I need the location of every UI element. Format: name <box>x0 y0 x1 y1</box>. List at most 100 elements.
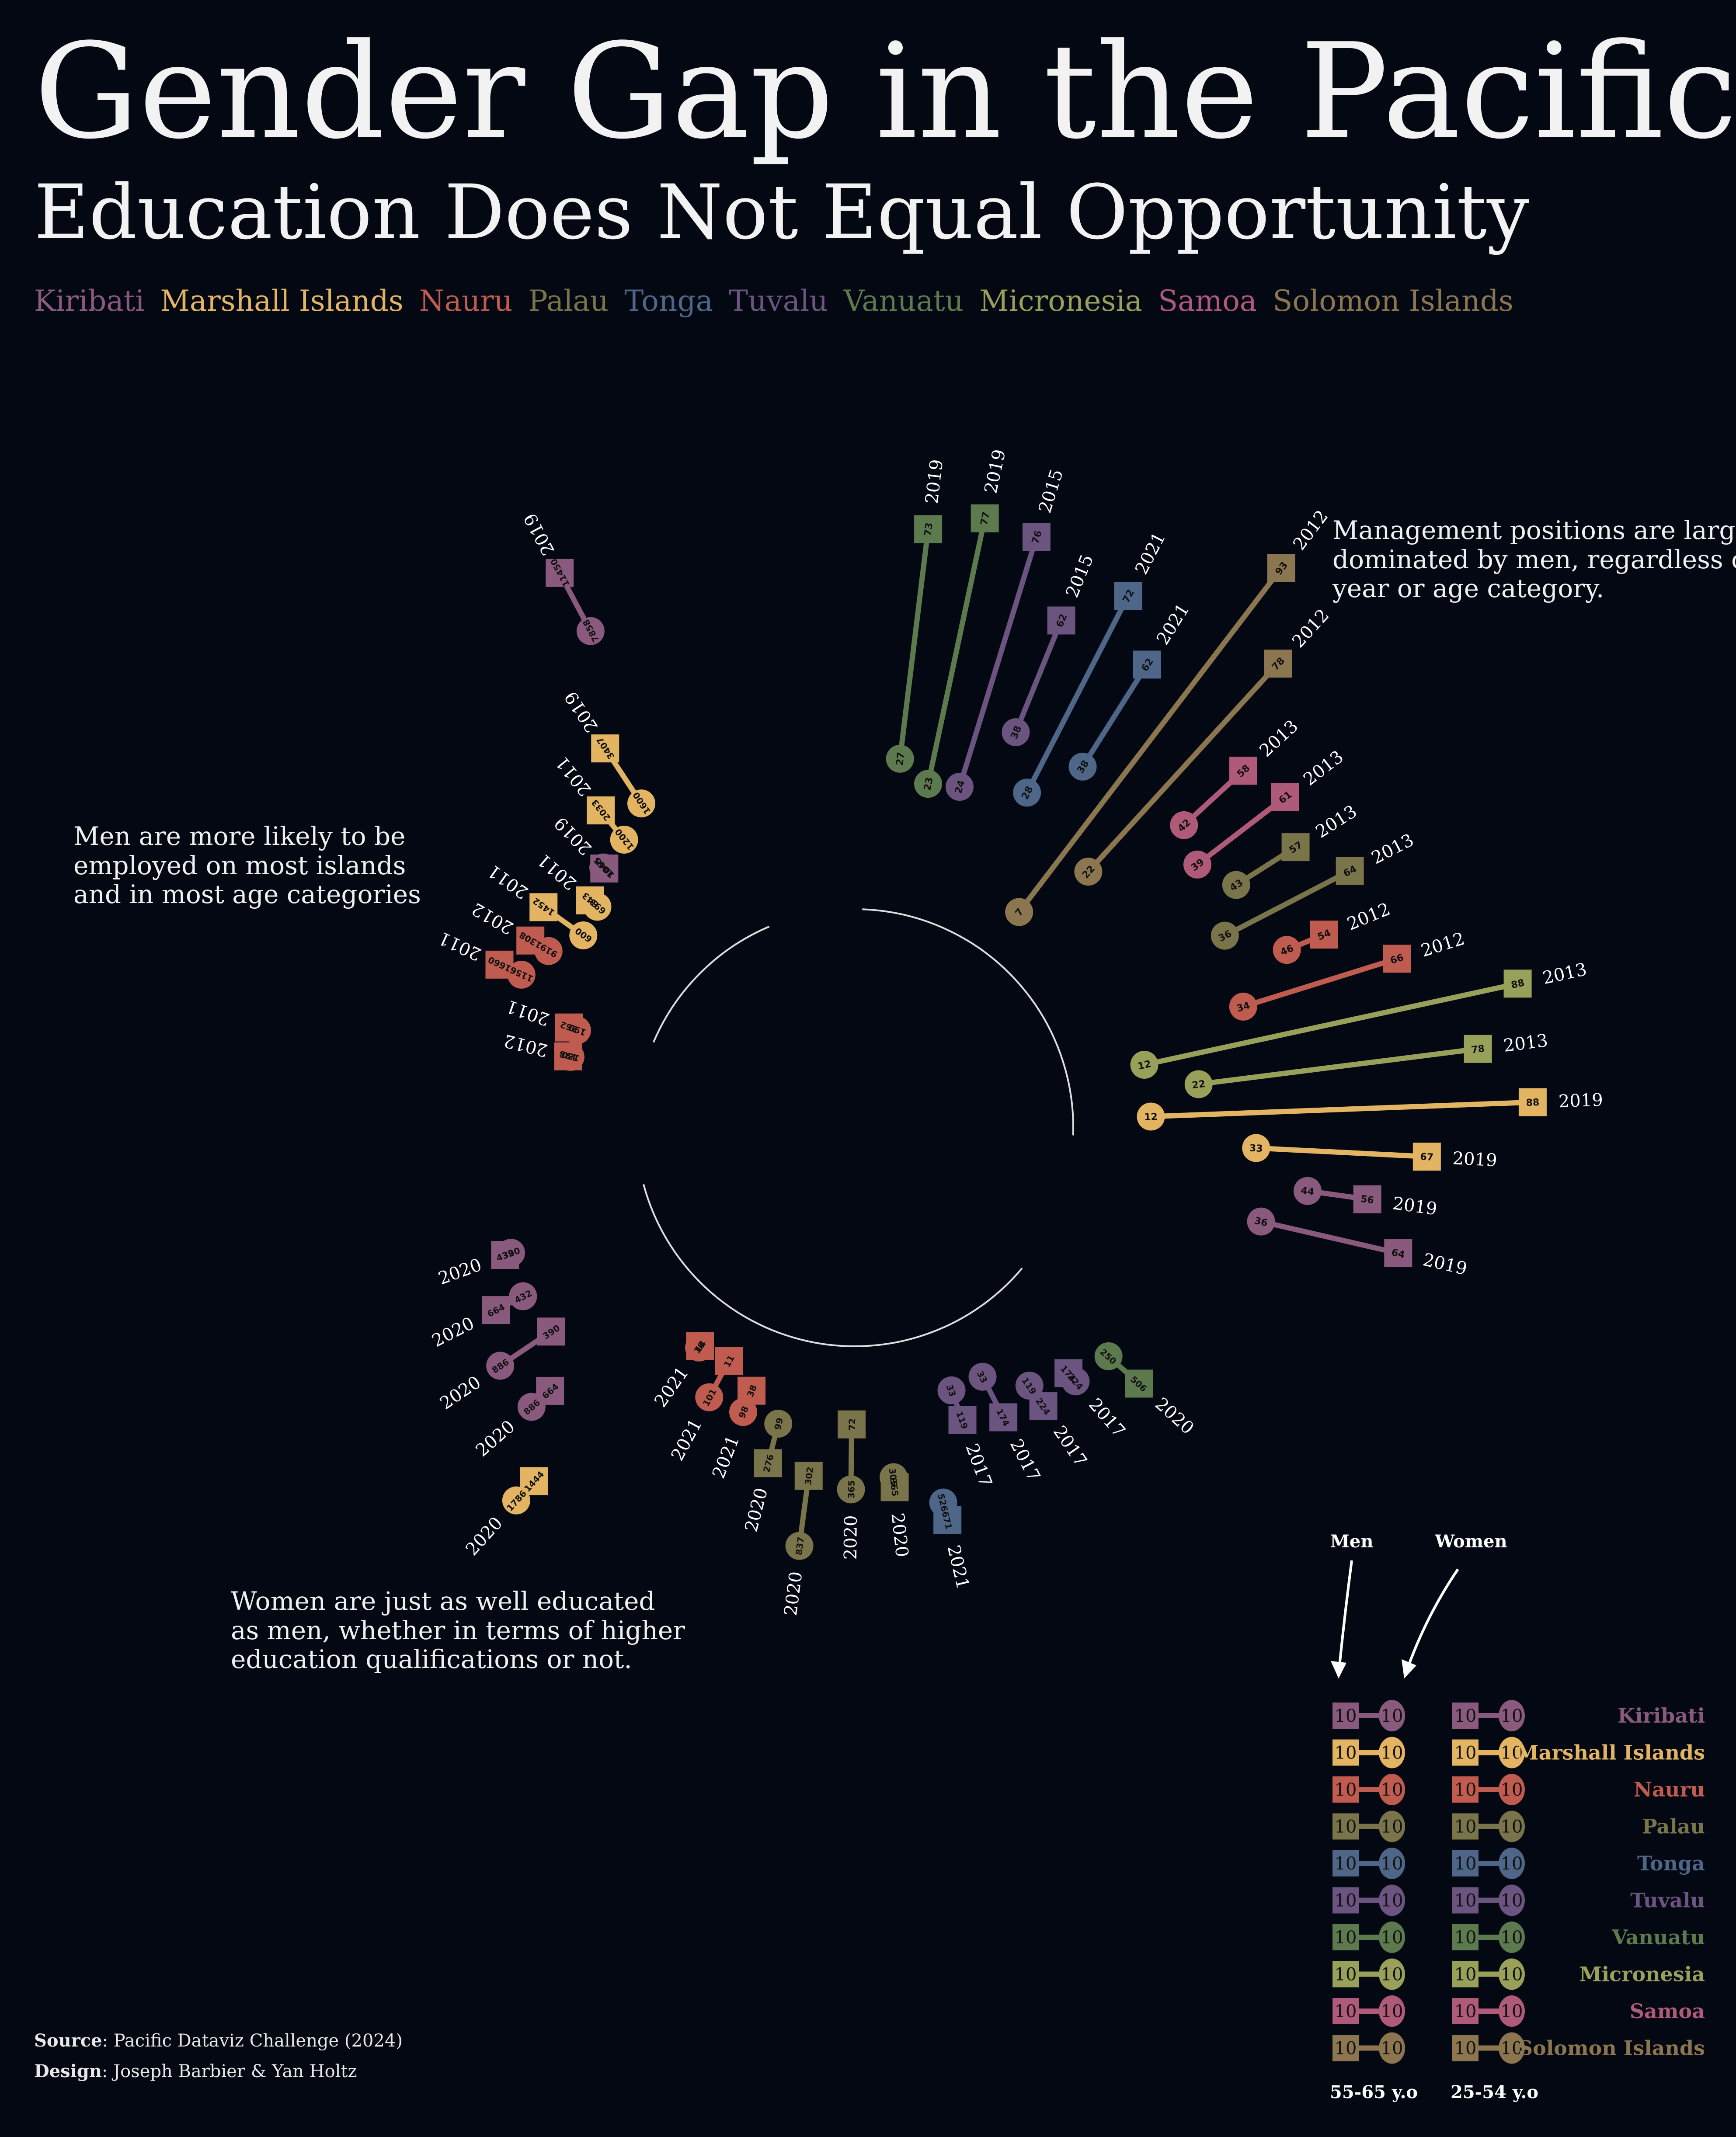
key-value: 10 <box>1454 1780 1477 1800</box>
men-square <box>1336 857 1364 885</box>
year-label: 2013 <box>1312 801 1361 842</box>
year-label: 2012 <box>1419 928 1467 961</box>
key-row-marshall-islands-2: 10 10 <box>1452 1737 1525 1769</box>
key-row-solomon-islands-2: 10 10 <box>1452 2032 1525 2064</box>
women-circle <box>563 1016 591 1045</box>
year-label: 2012 <box>1289 507 1332 554</box>
key-men-square <box>1332 1998 1359 2024</box>
women-circle <box>880 1463 908 1491</box>
key-men-square <box>1332 1924 1359 1950</box>
key-value: 10 <box>1454 1817 1477 1837</box>
key-row-nauru-1: 10 10 <box>1332 1774 1405 1805</box>
dumbbell-line <box>1013 618 1064 735</box>
key-value: 10 <box>1454 1928 1477 1948</box>
key-men-square <box>1452 1998 1479 2024</box>
women-circle <box>1015 1372 1044 1400</box>
note-line: Management positions are largely <box>1332 515 1736 545</box>
key-men-square <box>1332 1813 1359 1840</box>
key-row-nauru-2: 10 10 <box>1452 1774 1525 1805</box>
men-square <box>1464 1035 1492 1063</box>
men-square <box>1264 650 1292 678</box>
women-value-label: 33 <box>1249 1143 1263 1155</box>
arrow-head-icon <box>1402 1659 1416 1678</box>
key-value: 10 <box>1501 1817 1523 1837</box>
legend-samoa: Samoa <box>1158 284 1257 318</box>
year-label: 2020 <box>436 1372 484 1414</box>
women-circle <box>509 1282 537 1310</box>
key-value: 10 <box>1381 1780 1403 1800</box>
women-circle <box>1074 858 1103 886</box>
dumbbell-micronesia: 78 22 2013 <box>1184 1031 1549 1098</box>
key-value: 10 <box>1335 1891 1357 1911</box>
key-women-circle <box>1499 1922 1525 1953</box>
year-label: 2020 <box>887 1512 912 1558</box>
key-value: 10 <box>1335 1965 1357 1985</box>
women-circle <box>1247 1207 1275 1236</box>
key-value: 10 <box>1501 1965 1523 1985</box>
women-circle <box>1183 850 1211 879</box>
arc-management <box>862 908 1075 1136</box>
note-line: as men, whether in terms of higher <box>231 1615 685 1645</box>
note-line: Women are just as well educated <box>231 1586 655 1616</box>
year-label: 2021 <box>667 1415 706 1464</box>
men-value-label: 77 <box>979 511 992 526</box>
women-circle <box>1005 898 1033 926</box>
year-label: 2020 <box>436 1255 484 1289</box>
women-circle <box>968 1362 997 1391</box>
legend-kiribati: Kiribati <box>34 284 145 318</box>
key-row-vanuatu-1: 10 10 <box>1332 1922 1405 1953</box>
women-circle <box>914 770 942 798</box>
men-square <box>715 1347 743 1375</box>
note-line: Men are more likely to be <box>73 821 406 851</box>
men-square <box>754 1449 782 1477</box>
note-line: year or age category. <box>1332 573 1604 604</box>
year-label: 2011 <box>504 996 552 1029</box>
key-row-micronesia-1: 10 10 <box>1332 1958 1405 1990</box>
men-square <box>1022 523 1051 551</box>
men-square <box>794 1462 823 1490</box>
year-label: 2019 <box>922 458 947 505</box>
key-women-circle <box>1379 2032 1405 2064</box>
key-women-circle <box>1499 1700 1525 1731</box>
men-square <box>1384 1239 1412 1268</box>
key-value: 10 <box>1501 2039 1523 2059</box>
key-men-label: Men <box>1330 1531 1374 1552</box>
key-women-circle <box>1499 2032 1525 2064</box>
women-circle <box>937 1376 966 1404</box>
key-value: 10 <box>1454 1706 1477 1726</box>
year-label: 2013 <box>1503 1031 1549 1056</box>
key-value: 10 <box>1381 1854 1403 1874</box>
key-men-square <box>1452 1776 1479 1803</box>
year-label: 2021 <box>1153 600 1193 649</box>
dumbbell-line <box>1196 1046 1481 1087</box>
women-circle <box>946 773 974 801</box>
key-row-kiribati-1: 10 10 <box>1332 1700 1405 1731</box>
key-row-palau-2: 10 10 <box>1452 1810 1525 1842</box>
year-label: 2013 <box>1368 830 1417 869</box>
year-label: 2011 <box>435 928 484 964</box>
key-value: 10 <box>1335 1780 1357 1800</box>
dumbbell-line <box>1085 661 1281 875</box>
key-women-circle <box>1379 1737 1405 1769</box>
men-square <box>1412 1143 1441 1171</box>
men-value-label: 72 <box>847 1418 857 1431</box>
year-label: 2021 <box>1131 529 1169 578</box>
women-value-label: 44 <box>1300 1185 1315 1198</box>
year-label: 2019 <box>561 688 602 736</box>
key-men-square <box>1452 1703 1479 1729</box>
men-square <box>1125 1369 1153 1398</box>
key-value: 10 <box>1335 1928 1357 1948</box>
year-label: 2021 <box>651 1363 692 1411</box>
key-women-circle <box>1379 1922 1405 1953</box>
key-value: 10 <box>1381 1928 1403 1948</box>
key-men-square <box>1332 1739 1359 1766</box>
women-circle <box>507 960 536 989</box>
arrow-head-icon <box>1331 1661 1346 1678</box>
key-women-circle <box>1379 1848 1405 1879</box>
men-square <box>1114 582 1142 610</box>
